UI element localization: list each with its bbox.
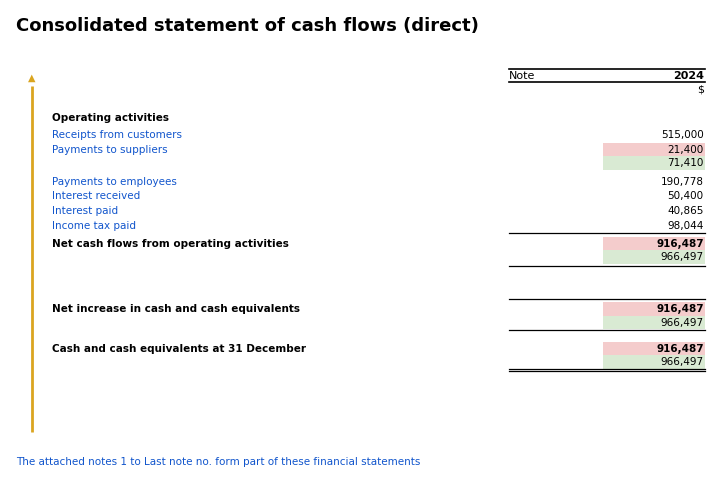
Bar <box>603 316 705 329</box>
Bar <box>603 302 705 316</box>
Bar <box>603 342 705 355</box>
Bar <box>603 355 705 369</box>
Text: 515,000: 515,000 <box>661 130 704 140</box>
Text: Receipts from customers: Receipts from customers <box>52 130 182 140</box>
Text: Interest paid: Interest paid <box>52 206 119 216</box>
Text: Cash and cash equivalents at 31 December: Cash and cash equivalents at 31 December <box>52 344 306 354</box>
Text: 71,410: 71,410 <box>667 158 704 168</box>
Text: Net cash flows from operating activities: Net cash flows from operating activities <box>52 239 289 249</box>
Text: Income tax paid: Income tax paid <box>52 221 137 231</box>
Text: Operating activities: Operating activities <box>52 113 169 123</box>
Text: 40,865: 40,865 <box>667 206 704 216</box>
Text: $: $ <box>696 84 704 94</box>
Bar <box>603 156 705 170</box>
Text: 2024: 2024 <box>672 71 704 81</box>
Text: 190,778: 190,778 <box>661 177 704 187</box>
Text: Note: Note <box>509 71 535 81</box>
Text: Payments to suppliers: Payments to suppliers <box>52 145 168 155</box>
Bar <box>603 237 705 251</box>
Text: The attached notes 1 to Last note no. form part of these financial statements: The attached notes 1 to Last note no. fo… <box>16 458 420 467</box>
Text: 98,044: 98,044 <box>667 221 704 231</box>
Text: Net increase in cash and cash equivalents: Net increase in cash and cash equivalent… <box>52 304 300 314</box>
Text: 916,487: 916,487 <box>656 239 704 249</box>
Text: 916,487: 916,487 <box>656 344 704 354</box>
Text: Consolidated statement of cash flows (direct): Consolidated statement of cash flows (di… <box>16 17 479 35</box>
Text: 966,497: 966,497 <box>661 318 704 327</box>
Bar <box>603 143 705 157</box>
Text: 50,400: 50,400 <box>667 191 704 201</box>
Bar <box>603 250 705 264</box>
Text: Payments to employees: Payments to employees <box>52 177 177 187</box>
Text: 916,487: 916,487 <box>656 304 704 314</box>
Text: 966,497: 966,497 <box>661 357 704 367</box>
Text: 21,400: 21,400 <box>667 145 704 155</box>
Text: 966,497: 966,497 <box>661 252 704 262</box>
Text: ▲: ▲ <box>28 73 36 82</box>
Text: Interest received: Interest received <box>52 191 140 201</box>
